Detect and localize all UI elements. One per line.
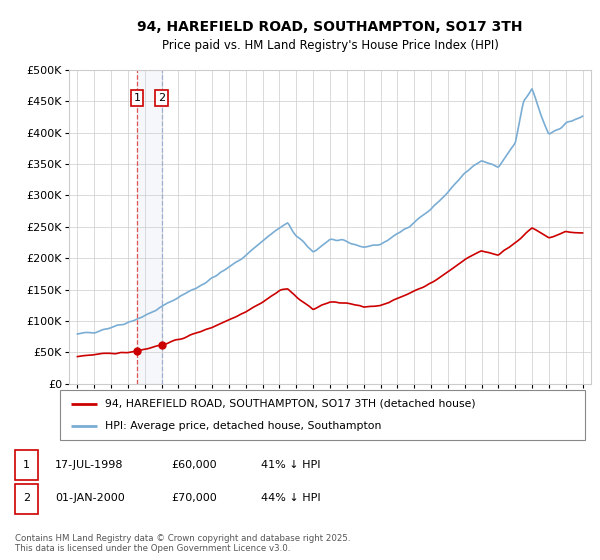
Text: 44% ↓ HPI: 44% ↓ HPI [261, 493, 320, 503]
Text: 41% ↓ HPI: 41% ↓ HPI [261, 460, 320, 470]
Text: 01-JAN-2000: 01-JAN-2000 [55, 493, 125, 503]
Text: 94, HAREFIELD ROAD, SOUTHAMPTON, SO17 3TH (detached house): 94, HAREFIELD ROAD, SOUTHAMPTON, SO17 3T… [104, 399, 475, 409]
Text: 17-JUL-1998: 17-JUL-1998 [55, 460, 124, 470]
Text: 2: 2 [23, 493, 30, 503]
Text: £60,000: £60,000 [171, 460, 217, 470]
Text: 1: 1 [23, 460, 30, 470]
FancyBboxPatch shape [60, 390, 585, 440]
Text: 94, HAREFIELD ROAD, SOUTHAMPTON, SO17 3TH: 94, HAREFIELD ROAD, SOUTHAMPTON, SO17 3T… [137, 20, 523, 34]
Text: 2: 2 [158, 93, 165, 103]
Text: Price paid vs. HM Land Registry's House Price Index (HPI): Price paid vs. HM Land Registry's House … [161, 39, 499, 53]
Text: 1: 1 [134, 93, 140, 103]
Text: HPI: Average price, detached house, Southampton: HPI: Average price, detached house, Sout… [104, 421, 381, 431]
Text: Contains HM Land Registry data © Crown copyright and database right 2025.
This d: Contains HM Land Registry data © Crown c… [15, 534, 350, 553]
Bar [137, 70, 161, 384]
Text: £70,000: £70,000 [171, 493, 217, 503]
